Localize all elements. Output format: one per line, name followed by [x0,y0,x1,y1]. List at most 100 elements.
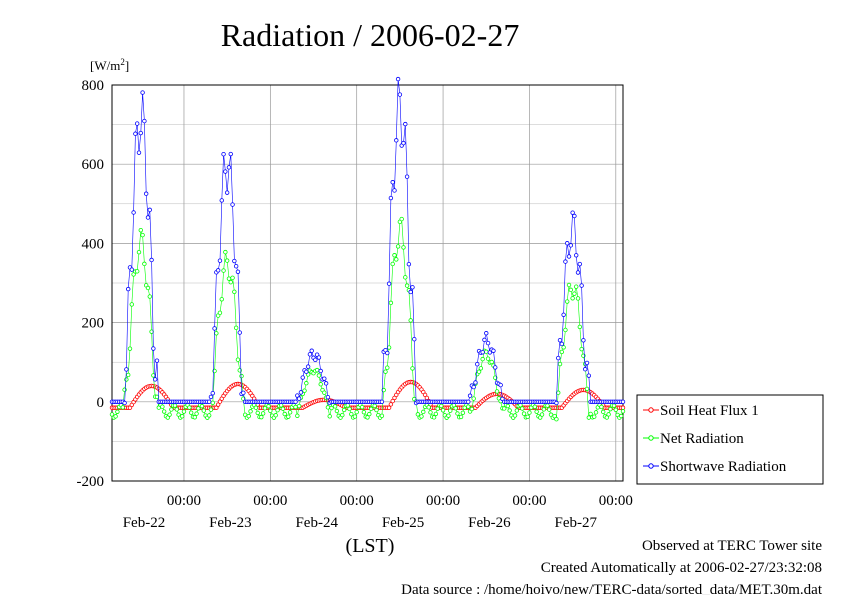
data-point [577,324,583,330]
data-point [138,228,143,233]
data-point [194,411,199,416]
data-point [233,264,239,269]
data-point [608,406,613,412]
data-point [584,360,590,366]
y-unit-superscript: 2 [120,57,125,67]
data-point [583,367,588,372]
data-point [268,408,273,413]
x-tick-time: 00:00 [426,493,460,509]
data-point [192,415,197,420]
data-point [233,325,239,331]
data-point [293,399,298,404]
data-point [435,406,440,411]
data-point [136,249,142,255]
data-point [325,405,331,410]
data-point [484,349,489,354]
data-point [224,258,230,263]
data-point [304,369,309,374]
data-point [129,302,134,307]
data-point [235,269,241,274]
data-point [572,213,577,219]
data-point [322,376,327,381]
data-point [433,411,439,417]
data-point [484,331,489,336]
data-point [138,130,143,136]
data-point [133,131,138,136]
data-point [556,390,561,395]
data-point [208,394,214,400]
data-point [237,330,242,335]
data-point [127,346,133,351]
data-point [174,407,179,412]
data-point [385,350,390,356]
data-point [316,373,322,378]
data-point [125,286,131,292]
data-point [539,412,545,417]
data-point [489,359,494,365]
data-point [408,318,413,323]
data-point [575,296,581,301]
data-point [145,215,151,220]
data-point [219,297,224,302]
data-point [563,327,568,333]
data-point [570,296,575,301]
data-point [383,369,388,374]
data-point [574,284,579,289]
data-point [151,346,156,351]
data-point [547,407,552,412]
data-point [471,396,476,401]
data-point [563,259,568,264]
data-point [210,391,215,396]
data-point [385,365,390,370]
data-point [134,269,140,274]
data-point [404,174,410,179]
x-tick-time: 00:00 [253,493,287,509]
data-point [368,406,374,412]
y-unit-close: ] [125,58,129,73]
data-point [354,409,359,415]
data-point [296,403,302,409]
data-point [545,403,550,408]
data-point [228,280,233,285]
y-axis-unit: [W/m2] [90,57,129,73]
data-point [124,377,129,382]
data-point [466,404,471,409]
data-point [246,413,251,419]
data-point [485,340,491,346]
data-point [401,245,406,250]
data-point [361,409,367,415]
data-point [469,406,475,412]
data-point [498,382,503,388]
data-point [241,390,246,396]
data-point [212,326,217,331]
data-point [397,92,403,97]
data-point [448,408,453,413]
data-point [345,403,350,408]
data-point [532,404,538,409]
data-point [295,413,300,418]
data-point [221,152,226,157]
data-point [136,150,142,155]
data-point [266,404,271,409]
data-point [613,407,619,412]
data-point [224,190,230,195]
data-point [453,406,458,411]
data-point [599,404,604,410]
data-point [412,336,417,342]
data-point [568,243,574,248]
data-point [215,268,221,273]
chart-title: Radiation / 2006-02-27 [221,17,520,53]
data-point [124,367,129,372]
data-point [475,361,480,367]
y-axis: -200 0 200 400 600 800 [77,78,105,490]
data-point [206,399,212,404]
data-point [232,289,237,294]
data-point [491,348,496,353]
data-point [232,258,237,264]
legend-label: Shortwave Radiation [660,459,787,475]
data-point [415,412,421,417]
data-point [390,261,395,267]
data-point [410,285,415,290]
data-point [620,409,626,414]
data-point [287,410,293,415]
